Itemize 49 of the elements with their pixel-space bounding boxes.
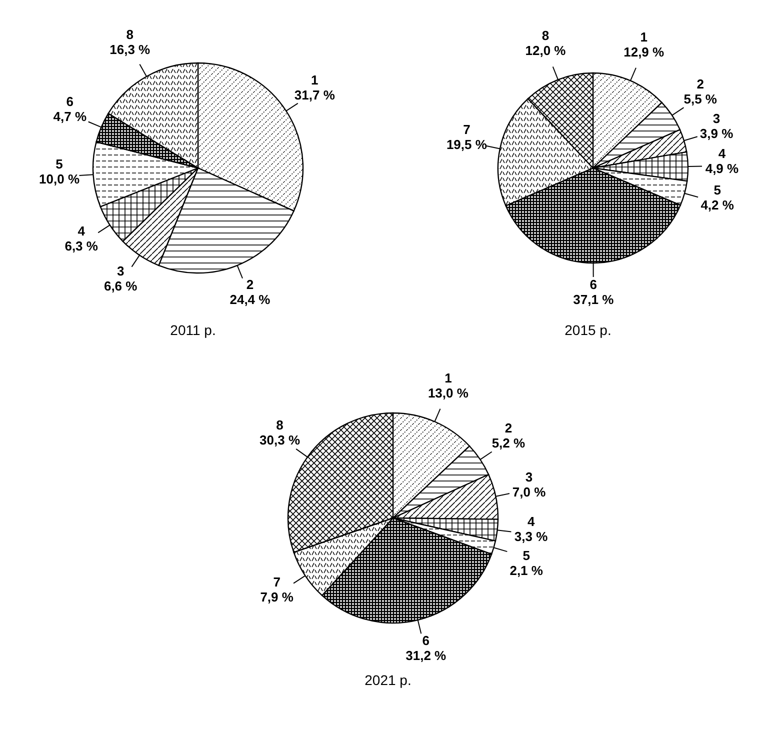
data-label: 7,9 % — [260, 589, 294, 604]
slice-label: 6 — [590, 277, 598, 292]
data-label: 10,0 % — [39, 172, 80, 187]
data-label: 4,7 % — [53, 109, 87, 124]
data-label: 4,2 % — [700, 197, 734, 212]
slice-label: 2 — [246, 276, 254, 292]
slice-label: 6 — [66, 94, 74, 109]
data-label: 5,2 % — [492, 436, 526, 451]
text: 2021 р. — [364, 672, 412, 688]
slice-label: 5 — [56, 156, 63, 172]
slice-label: 4 — [78, 224, 86, 239]
slice-label: 1 — [444, 370, 452, 386]
slice-label: 5 — [522, 548, 530, 564]
data-label: 3,9 % — [700, 126, 734, 141]
data-label: 5,5 % — [684, 92, 718, 106]
data-label: 6,6 % — [104, 278, 138, 294]
data-label: 31,2 % — [406, 648, 447, 664]
data-label: 31,7 % — [294, 87, 336, 102]
data-label: 2,1 % — [510, 563, 544, 578]
slice-label: 3 — [525, 469, 533, 484]
slice-label: 8 — [276, 417, 284, 432]
slice-label: 7 — [273, 574, 280, 590]
slice-label: 2 — [696, 76, 704, 92]
data-label: 24,4 % — [230, 292, 271, 307]
data-label: 13,0 % — [428, 385, 469, 400]
data-label: 37,1 % — [573, 292, 614, 307]
slice-label: 8 — [126, 26, 134, 42]
data-label: 12,9 % — [624, 44, 665, 60]
data-label: 6,3 % — [64, 238, 98, 254]
slice-label: 4 — [527, 514, 536, 530]
slice-label: 6 — [422, 633, 430, 648]
data-label: 4,9 % — [705, 160, 740, 176]
slice-label: 3 — [116, 263, 124, 278]
slice-label: 8 — [542, 28, 550, 44]
slice-label: 3 — [712, 110, 720, 126]
slice-label: 1 — [640, 29, 648, 44]
text: 2011 р. — [169, 322, 217, 338]
slice-label: 2 — [504, 420, 512, 436]
slice-label: 7 — [463, 122, 470, 137]
data-label: 12,0 % — [525, 43, 566, 58]
slice-label: 5 — [714, 182, 721, 198]
data-label: 7,0 % — [512, 484, 546, 500]
slice-label: 4 — [718, 146, 726, 161]
data-label: 16,3 % — [110, 42, 151, 57]
slice-label: 1 — [311, 72, 318, 88]
data-label: 30,3 % — [260, 432, 300, 448]
data-label: 3,3 % — [514, 529, 548, 544]
data-label: 19,5 % — [446, 136, 488, 152]
text: 2015 р. — [564, 322, 612, 338]
